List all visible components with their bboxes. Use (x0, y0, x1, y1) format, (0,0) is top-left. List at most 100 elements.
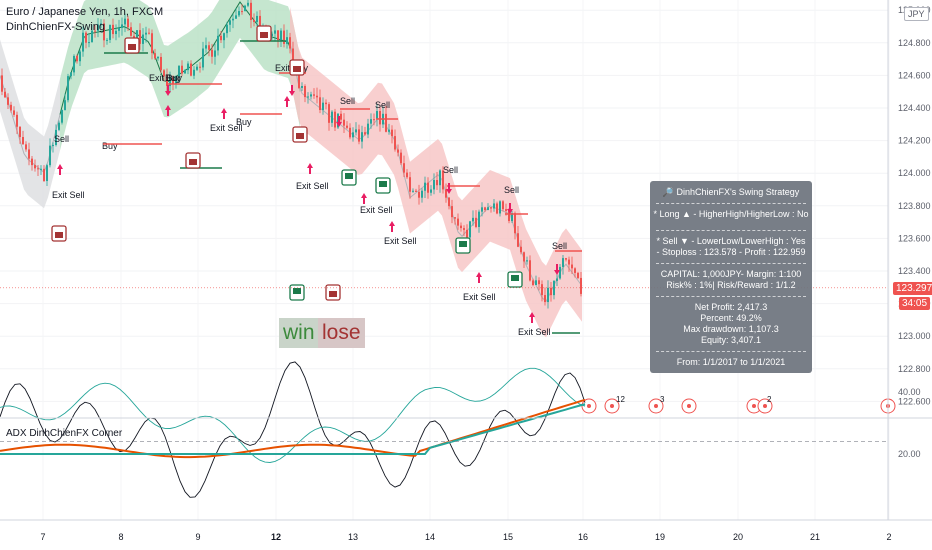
candle-body (229, 20, 231, 25)
down-arrow-icon (507, 203, 513, 214)
price-tick-label: 123.600 (898, 233, 931, 243)
candle-body (181, 65, 183, 74)
exit-sell-label: Exit Sell (296, 181, 329, 191)
card-range: From: 1/1/2017 to 1/1/2021 (676, 357, 786, 367)
candle-body (502, 201, 504, 210)
magnifier-icon: 🔎 (662, 187, 674, 197)
event-count: 3 (660, 395, 665, 404)
candle-body (457, 218, 459, 226)
osc-red-line (0, 398, 586, 459)
candle-body (259, 15, 261, 30)
candle-body (82, 32, 84, 52)
candle-body (196, 66, 198, 70)
time-tick-label: 15 (503, 532, 513, 542)
candle-body (568, 259, 570, 265)
candle-body (154, 53, 156, 59)
candle-body (445, 189, 447, 198)
candle-body (145, 32, 147, 35)
win-badge: win (279, 318, 319, 348)
candle-body (397, 149, 399, 153)
candle-body (334, 111, 336, 128)
candle-body (10, 104, 12, 111)
candle-body (217, 35, 219, 51)
candle-body (172, 77, 174, 85)
up-arrow-icon (57, 164, 63, 175)
osc-green-line (0, 403, 586, 455)
candle-body (349, 127, 351, 138)
candle-body (175, 76, 177, 85)
candle-body (253, 20, 255, 22)
candle-body (475, 217, 477, 227)
buy-label: Buy (165, 73, 181, 83)
exit-sell-label: Exit Sell (384, 236, 417, 246)
candle-body (499, 201, 501, 214)
sell-label: Sell (375, 100, 390, 110)
candle-body (73, 55, 75, 73)
card-equity: Equity: 3,407.1 (700, 335, 762, 345)
event-marker-dot (610, 404, 614, 408)
candle-body (580, 277, 582, 294)
time-tick-label: 13 (348, 532, 358, 542)
candle-body (151, 33, 153, 54)
candle-body (16, 114, 18, 127)
candle-body (364, 132, 366, 135)
down-arrow-icon (554, 264, 560, 275)
candle-body (442, 170, 444, 190)
candle-body (34, 165, 36, 169)
candle-body (178, 65, 180, 77)
price-tick-label: 124.800 (898, 38, 931, 48)
candle-body (478, 211, 480, 227)
candle-body (361, 132, 363, 142)
lose-badge: lose (318, 318, 365, 348)
candle-body (436, 180, 438, 186)
candle-body (313, 94, 315, 96)
candle-body (124, 18, 126, 25)
candle-body (271, 33, 273, 37)
candle-body (526, 260, 528, 262)
candle-body (49, 145, 51, 166)
candle-body (415, 190, 417, 192)
up-arrow-icon (529, 312, 535, 323)
candle-body (400, 152, 402, 164)
price-tick-label: 124.000 (898, 168, 931, 178)
oscillator (0, 361, 586, 498)
candle-body (463, 228, 465, 230)
candle-body (274, 30, 276, 34)
candle-body (541, 284, 543, 296)
oscillator-title: ADX DinhChienFX Corner (6, 428, 123, 439)
up-arrow-icon (221, 108, 227, 119)
candle-body (76, 55, 78, 62)
candle-body (244, 5, 246, 12)
candle-body (223, 33, 225, 41)
candle-body (241, 11, 243, 13)
candle-body (52, 144, 54, 146)
buy-label: Buy (102, 141, 118, 151)
candle-body (565, 258, 567, 260)
candle-body (481, 207, 483, 212)
exit-sell-label: Exit Sell (518, 327, 551, 337)
up-arrow-icon (284, 96, 290, 107)
candle-body (517, 233, 519, 247)
candle-body (544, 295, 546, 303)
candle-body (208, 45, 210, 50)
candle-body (187, 63, 189, 71)
candle-body (496, 203, 498, 214)
candle-body (385, 113, 387, 132)
thumbs-up-icon-mark (511, 275, 519, 281)
time-tick-label: 21 (810, 532, 820, 542)
candle-body (301, 86, 303, 88)
candle-body (352, 132, 354, 138)
candle-body (532, 280, 534, 286)
candle-body (421, 190, 423, 198)
candle-body (250, 2, 252, 21)
time-tick-label: 9 (195, 532, 200, 542)
thumbs-up-icon-mark (293, 288, 301, 294)
card-capital-line: CAPITAL: 1,000JPY- Margin: 1:100 (660, 269, 802, 279)
candle-body (298, 69, 300, 88)
candle-body (466, 229, 468, 238)
buy-label: Buy (236, 117, 252, 127)
candle-body (523, 252, 525, 262)
candle-body (448, 197, 450, 207)
currency-badge[interactable]: JPY (904, 7, 929, 21)
